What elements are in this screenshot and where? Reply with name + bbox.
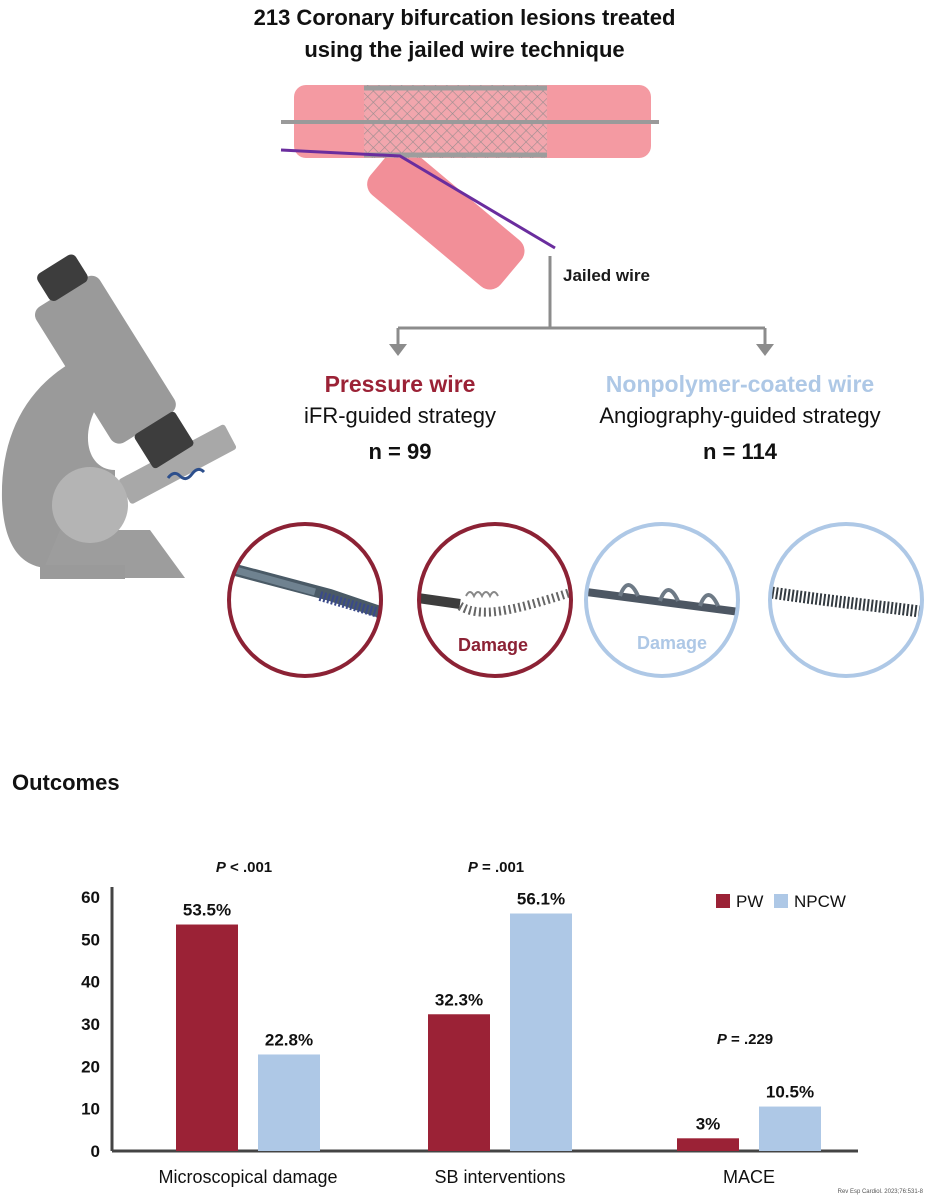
legend-swatch-pw <box>716 894 730 908</box>
jailed-wire-icon <box>280 148 556 250</box>
pw-group-strategy: iFR-guided strategy <box>304 403 496 428</box>
x-category-label: MACE <box>723 1167 775 1187</box>
legend-label-pw: PW <box>736 892 763 911</box>
npcw-group-strategy: Angiography-guided strategy <box>599 403 881 428</box>
y-tick-label: 10 <box>81 1100 100 1119</box>
p-value-label: P = .229 <box>717 1031 773 1048</box>
pressure-wire-group: Pressure wire iFR-guided strategy n = 99 <box>240 368 560 472</box>
micrograph-pw-2 <box>417 522 573 678</box>
legend-label-npcw: NPCW <box>794 892 846 911</box>
data-label: 32.3% <box>435 990 483 1009</box>
pw-group-name: Pressure wire <box>324 371 476 397</box>
data-label: 3% <box>696 1114 721 1133</box>
figure-title: 213 Coronary bifurcation lesions treated… <box>0 2 929 66</box>
x-category-label: Microscopical damage <box>158 1167 337 1187</box>
y-tick-label: 40 <box>81 973 100 992</box>
title-line-2: using the jailed wire technique <box>304 37 625 62</box>
outcomes-bar-chart: 0 10 20 30 40 50 60 53.5% 22.8% Microscopical dam… <box>81 859 858 1187</box>
y-tick-label: 50 <box>81 930 100 949</box>
y-tick-label: 20 <box>81 1057 100 1076</box>
citation-credit: Rev Esp Cardiol. 2023;76:531-8 <box>837 1189 923 1195</box>
jailed-wire-label: Jailed wire <box>563 266 650 285</box>
npcw-group-n: n = 114 <box>702 439 777 464</box>
bar-pw-1 <box>428 1014 490 1151</box>
micrograph-npcw-1 <box>584 522 740 678</box>
y-tick-label: 0 <box>91 1142 100 1161</box>
micrograph-npcw-2 <box>768 522 924 678</box>
outcomes-title: Outcomes <box>12 770 120 795</box>
p-value-label: P < .001 <box>216 859 272 876</box>
y-tick-label: 30 <box>81 1015 100 1034</box>
bar-npcw-1 <box>510 913 572 1151</box>
microscope-icon <box>1 254 237 579</box>
bifurcation-diagram <box>1 85 924 678</box>
p-value-label: P = .001 <box>468 859 524 876</box>
data-label: 56.1% <box>517 890 565 909</box>
damage-label-pw: Damage <box>457 635 529 655</box>
branching-arrows <box>389 256 774 356</box>
data-label: 53.5% <box>183 901 231 920</box>
npcw-group-name: Nonpolymer-coated wire <box>605 371 875 397</box>
x-category-label: SB interventions <box>434 1167 565 1187</box>
bar-npcw-0 <box>258 1054 320 1151</box>
bar-pw-0 <box>176 924 238 1151</box>
bar-npcw-2 <box>759 1106 821 1151</box>
legend-swatch-npcw <box>774 894 788 908</box>
y-tick-label: 60 <box>81 888 100 907</box>
damage-label-npcw: Damage <box>636 633 708 653</box>
npcw-group: Nonpolymer-coated wire Angiography-guide… <box>555 368 925 472</box>
data-label: 22.8% <box>265 1030 313 1049</box>
title-line-1: 213 Coronary bifurcation lesions treated <box>253 5 676 30</box>
bar-pw-2 <box>677 1138 739 1151</box>
micrograph-pw-1 <box>227 522 383 678</box>
pw-group-n: n = 99 <box>368 439 432 464</box>
data-label: 10.5% <box>766 1083 814 1102</box>
side-branch-vessel <box>367 145 525 290</box>
